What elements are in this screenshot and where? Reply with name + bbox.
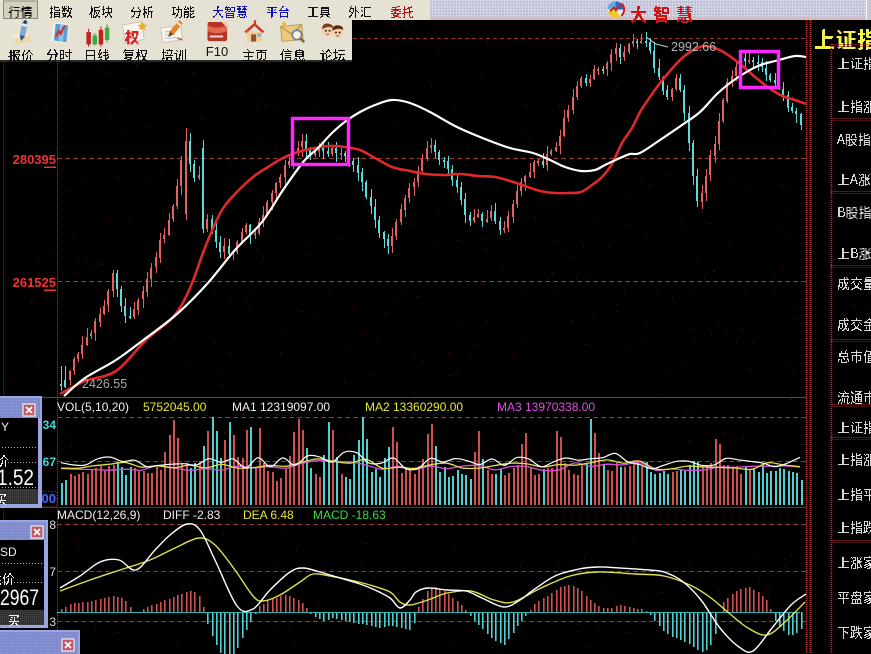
svg-text:2967: 2967: [0, 585, 39, 610]
svg-text:1.52: 1.52: [0, 465, 34, 490]
svg-text:DIFF -2.83: DIFF -2.83: [163, 508, 221, 522]
svg-text:3: 3: [49, 615, 56, 629]
svg-text:MA3 13970338.00: MA3 13970338.00: [497, 400, 595, 414]
svg-text:00: 00: [42, 491, 56, 506]
svg-text:MACD -18.63: MACD -18.63: [313, 508, 386, 522]
svg-text:280395: 280395: [13, 152, 56, 167]
svg-text:7: 7: [49, 565, 56, 579]
svg-text:MACD(12,26,9): MACD(12,26,9): [57, 508, 140, 522]
svg-text:SD: SD: [0, 545, 17, 559]
svg-text:2992.66: 2992.66: [671, 40, 716, 54]
svg-text:2426.55: 2426.55: [82, 377, 127, 391]
svg-text:VOL(5,10,20): VOL(5,10,20): [57, 400, 129, 414]
svg-text:Y: Y: [1, 420, 9, 434]
svg-text:F10: F10: [206, 44, 228, 59]
svg-text:MA1 12319097.00: MA1 12319097.00: [232, 400, 330, 414]
svg-text:261525: 261525: [13, 275, 56, 290]
svg-text:DEA 6.48: DEA 6.48: [243, 508, 294, 522]
svg-text:5752045.00: 5752045.00: [143, 400, 207, 414]
svg-text:MA2 13360290.00: MA2 13360290.00: [365, 400, 463, 414]
svg-text:8: 8: [49, 518, 56, 532]
